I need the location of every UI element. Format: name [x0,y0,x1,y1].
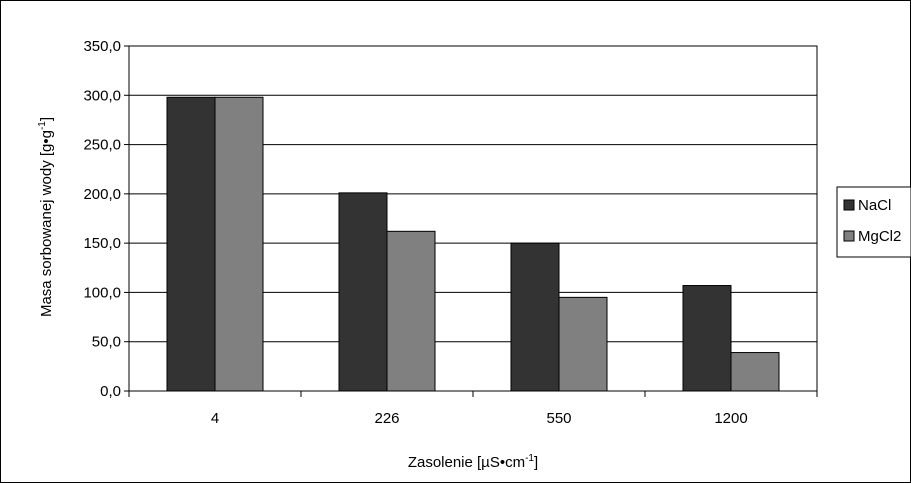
legend: NaCl MgCl2 [836,186,911,258]
y-tick-label: 250,0 [83,137,121,154]
y-axis-title-end: ] [38,117,55,121]
y-tick-label: 200,0 [83,186,121,203]
legend-box [836,186,911,258]
legend-items: NaCl MgCl2 [843,197,901,245]
bar-mgcl2-4 [214,96,264,392]
bar-mgcl2-226 [386,230,436,392]
y-tick-label: 300,0 [83,87,121,104]
x-tick-label: 4 [211,410,219,427]
y-axis-ticks: 0,0 50,0 100,0 150,0 200,0 250,0 300,0 350,0 [83,38,129,400]
x-axis-title-end: ] [534,454,538,471]
y-tick-label: 0,0 [100,383,121,400]
bar-nacl-1200 [682,285,732,392]
y-axis-title-main: Masa sorbowanej wody [g•g [38,130,55,317]
legend-label-nacl: NaCl [858,197,891,214]
y-tick-label: 350,0 [83,38,121,55]
y-tick-label: 50,0 [92,334,121,351]
bar-nacl-4 [166,96,216,392]
x-axis-ticks: 4 226 550 1200 [128,391,818,427]
x-tick-label: 550 [546,410,571,427]
x-tick-label: 1200 [714,410,747,427]
legend-label-mgcl2: MgCl2 [858,228,901,245]
bars [166,96,780,392]
bar-nacl-226 [338,192,388,392]
x-axis-title-main: Zasolenie [µS•cm [408,454,525,471]
y-axis-title: Masa sorbowanej wody [g•g-1] [37,117,55,317]
x-axis-title: Zasolenie [µS•cm-1] [408,453,538,471]
bar-nacl-550 [510,242,560,392]
x-axis-title-superscript: -1 [525,453,534,464]
y-tick-label: 100,0 [83,284,121,301]
y-axis-title-superscript: -1 [37,121,48,130]
x-tick-label: 226 [374,410,399,427]
y-tick-label: 150,0 [83,235,121,252]
bar-mgcl2-1200 [730,352,780,392]
bar-mgcl2-550 [558,296,608,392]
legend-swatch-mgcl2 [843,230,855,242]
legend-swatch-nacl [843,199,855,211]
